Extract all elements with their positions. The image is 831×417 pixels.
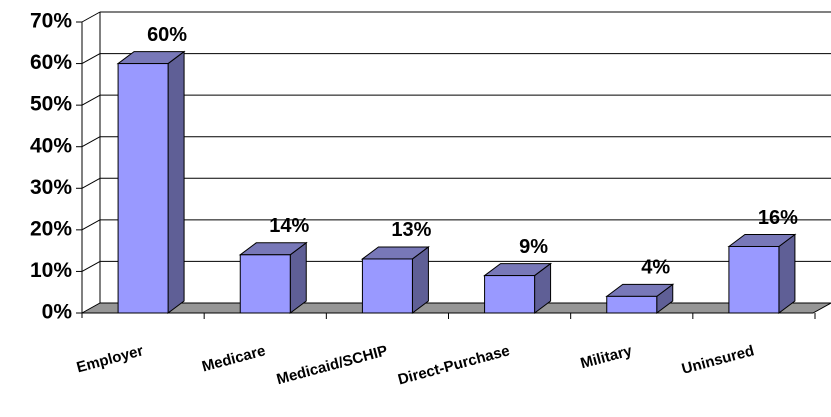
- y-tick-label: 20%: [30, 217, 72, 240]
- grid-line: [81, 177, 101, 189]
- grid-line: [81, 94, 101, 106]
- bar: [117, 63, 169, 314]
- grid: 0% 10% 20% 30% 40% 50% 60% 70%: [30, 10, 831, 324]
- x-tick-label: Direct-Purchase: [396, 342, 512, 388]
- x-tick-label: Uninsured: [680, 342, 756, 378]
- y-tick-label: 70%: [30, 10, 72, 33]
- bar: [361, 258, 413, 314]
- y-tick-label: 40%: [30, 134, 72, 157]
- value-label: 60%: [147, 24, 187, 46]
- x-tick-label: Military: [579, 342, 635, 372]
- grid-line: [81, 219, 101, 231]
- x-tick-label: Medicare: [200, 342, 267, 375]
- grid-line: [81, 11, 101, 23]
- y-tick-label: 10%: [30, 259, 72, 282]
- bars: 60% Employer 14% Medicare 13% Medicaid/SCHIP 9…: [75, 24, 798, 389]
- y-tick-label: 30%: [30, 176, 72, 199]
- value-label: 14%: [269, 215, 309, 237]
- x-tick-label: Employer: [75, 342, 146, 376]
- bar-side: [167, 50, 185, 314]
- y-tick-label: 0%: [42, 301, 73, 324]
- value-label: 16%: [758, 207, 798, 229]
- x-tick-label: Medicaid/SCHIP: [275, 342, 390, 388]
- bar-side: [778, 233, 796, 314]
- bar: [239, 254, 291, 314]
- grid-line: [81, 53, 101, 65]
- floor: [80, 302, 831, 314]
- grid-line: [81, 260, 101, 272]
- grid-line: [81, 136, 101, 148]
- y-tick-label: 60%: [30, 51, 72, 74]
- value-label: 4%: [641, 257, 670, 279]
- bar: [606, 295, 658, 314]
- value-label: 13%: [391, 219, 431, 241]
- value-label: 9%: [519, 236, 548, 258]
- bar: [484, 275, 536, 314]
- y-tick-label: 50%: [30, 93, 72, 116]
- bar: [728, 245, 780, 314]
